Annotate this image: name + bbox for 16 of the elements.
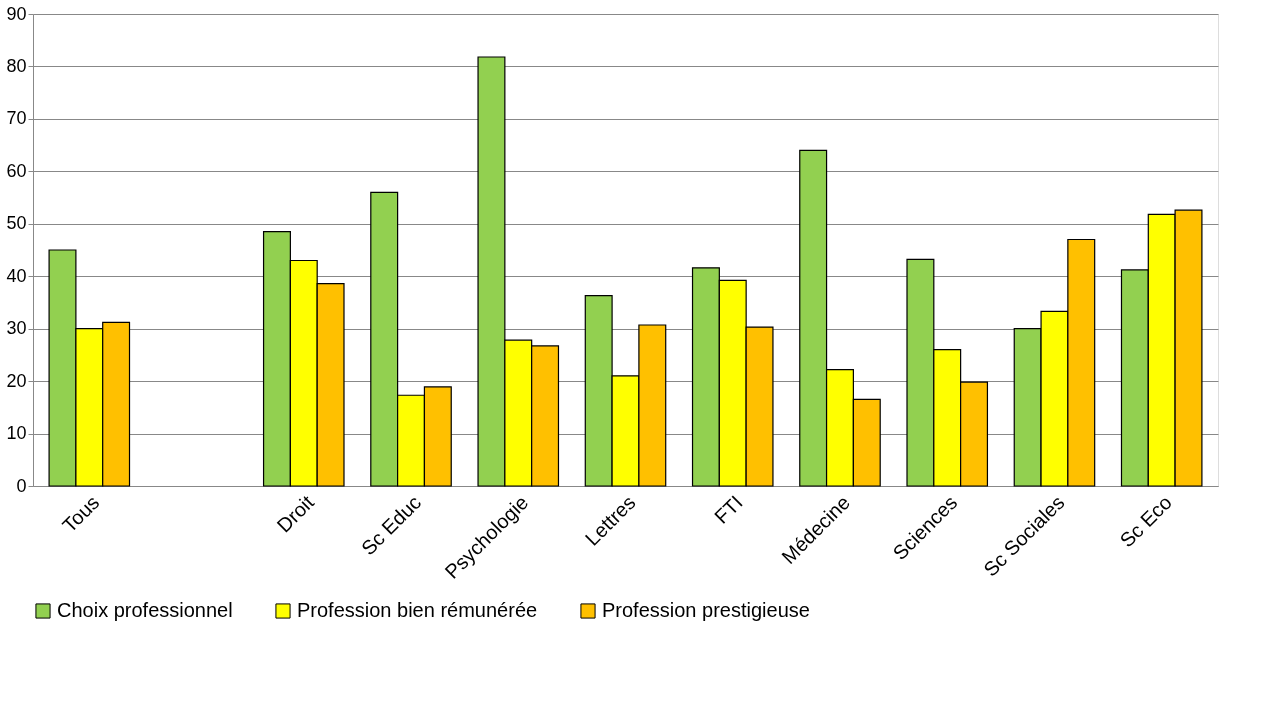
legend-label: Profession prestigieuse [602,599,810,621]
y-tick-label: 40 [6,265,27,286]
y-tick-label: 20 [6,370,27,391]
y-tick-label: 0 [16,475,27,496]
y-tick-label: 10 [6,423,27,444]
legend-label: Choix professionnel [57,599,233,621]
y-tick-label: 60 [6,160,27,181]
y-tick-label: 30 [6,318,27,339]
x-tick-label: Sc Eco [1115,491,1176,552]
legend-label: Profession bien rémunérée [297,599,538,621]
y-tick-label: 90 [6,3,27,24]
x-tick-label: FTI [710,491,747,528]
y-tick-label: 80 [6,55,27,76]
x-tick-label: Tous [58,491,104,537]
y-tick-label: 70 [6,108,27,129]
y-tick-label: 50 [6,213,27,234]
